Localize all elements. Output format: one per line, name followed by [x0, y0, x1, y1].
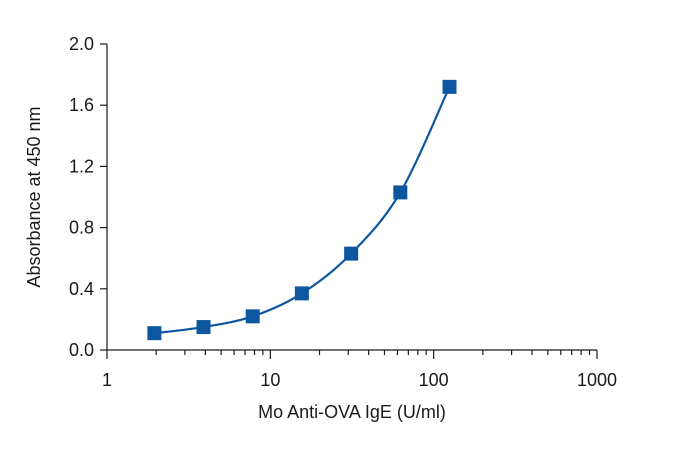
x-tick-label: 100	[419, 370, 449, 390]
x-tick-label: 1	[102, 370, 112, 390]
x-tick-label: 10	[260, 370, 280, 390]
data-point	[442, 79, 457, 94]
data-point	[147, 326, 162, 341]
data-point	[294, 286, 309, 301]
series-layer	[147, 79, 457, 341]
y-tick-label: 1.2	[69, 156, 94, 176]
data-point	[344, 246, 359, 261]
y-axis-title: Absorbance at 450 nm	[24, 106, 44, 287]
y-tick-label: 2.0	[69, 34, 94, 54]
x-ticks: 1 10 100 1000	[102, 350, 617, 390]
data-point	[245, 309, 260, 324]
y-tick-label: 0.8	[69, 218, 94, 238]
y-tick-label: 0.4	[69, 279, 94, 299]
data-point	[196, 320, 211, 335]
x-tick-label: 1000	[577, 370, 617, 390]
y-ticks: 0.0 0.4 0.8 1.2 1.6 2.0	[69, 34, 107, 360]
x-axis-title: Mo Anti-OVA IgE (U/ml)	[258, 402, 446, 422]
axes	[106, 44, 597, 351]
y-tick-label: 0.0	[69, 340, 94, 360]
y-tick-label: 1.6	[69, 95, 94, 115]
data-point	[393, 185, 408, 200]
